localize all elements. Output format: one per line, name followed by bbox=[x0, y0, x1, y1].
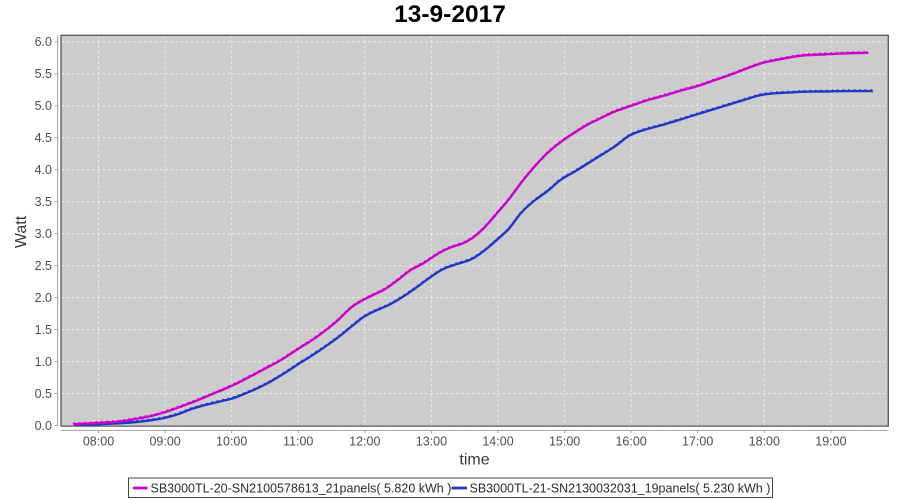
svg-text:11:00: 11:00 bbox=[283, 435, 313, 449]
svg-text:5.0: 5.0 bbox=[35, 99, 52, 113]
svg-text:16:00: 16:00 bbox=[615, 435, 646, 449]
svg-text:18:00: 18:00 bbox=[749, 435, 780, 449]
svg-text:14:00: 14:00 bbox=[482, 435, 513, 449]
svg-text:3.0: 3.0 bbox=[35, 227, 52, 241]
svg-text:13:00: 13:00 bbox=[416, 435, 447, 449]
svg-text:3.5: 3.5 bbox=[35, 195, 52, 209]
svg-text:2.0: 2.0 bbox=[35, 291, 52, 305]
svg-text:0.0: 0.0 bbox=[35, 419, 52, 433]
svg-text:13-9-2017: 13-9-2017 bbox=[394, 1, 506, 28]
svg-text:0.5: 0.5 bbox=[35, 387, 52, 401]
svg-text:1.5: 1.5 bbox=[35, 323, 52, 337]
svg-text:15:00: 15:00 bbox=[549, 435, 580, 449]
svg-text:5.5: 5.5 bbox=[35, 67, 52, 81]
svg-text:17:00: 17:00 bbox=[682, 435, 713, 449]
svg-text:1.0: 1.0 bbox=[35, 355, 52, 369]
svg-text:4.0: 4.0 bbox=[35, 163, 52, 177]
svg-text:2.5: 2.5 bbox=[35, 259, 52, 273]
svg-text:4.5: 4.5 bbox=[35, 131, 52, 145]
svg-text:time: time bbox=[459, 452, 489, 469]
svg-text:SB3000TL-20-SN2100578613_21pan: SB3000TL-20-SN2100578613_21panels( 5.820… bbox=[151, 481, 452, 495]
svg-text:Watt: Watt bbox=[13, 215, 30, 248]
svg-text:08:00: 08:00 bbox=[83, 435, 114, 449]
svg-text:19:00: 19:00 bbox=[815, 435, 846, 449]
svg-text:10:00: 10:00 bbox=[216, 435, 247, 449]
svg-text:6.0: 6.0 bbox=[35, 35, 52, 49]
svg-text:12:00: 12:00 bbox=[349, 435, 380, 449]
svg-text:SB3000TL-21-SN2130032031_19pan: SB3000TL-21-SN2130032031_19panels( 5.230… bbox=[470, 481, 771, 495]
svg-text:09:00: 09:00 bbox=[149, 435, 180, 449]
